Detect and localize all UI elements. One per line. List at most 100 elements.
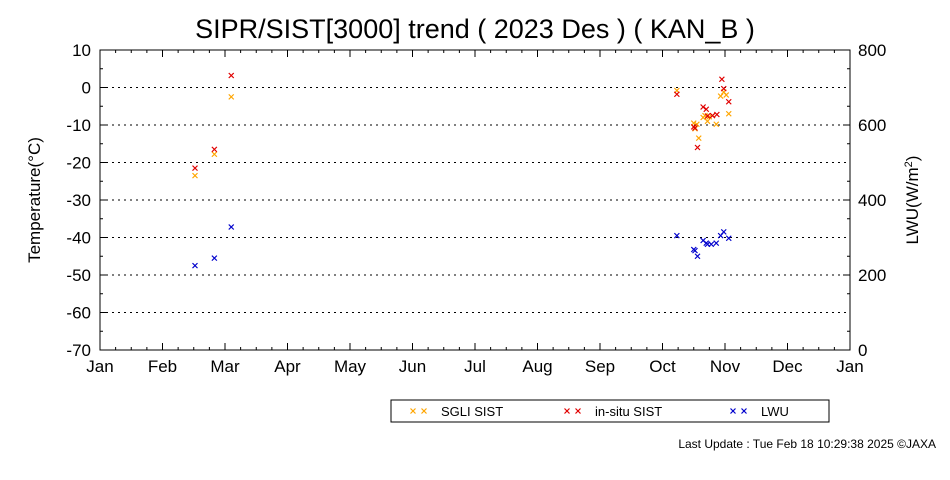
legend-marker — [421, 408, 427, 414]
y2-tick-label: 400 — [858, 191, 886, 210]
data-point — [720, 228, 727, 235]
legend-marker — [410, 408, 416, 414]
cross-stroke — [700, 104, 707, 110]
legend-label: SGLI SIST — [441, 404, 503, 419]
data-point — [192, 262, 198, 269]
data-point — [692, 247, 698, 254]
y2-tick-label: 0 — [858, 341, 867, 360]
cross-stroke — [192, 172, 198, 179]
cross-stroke — [228, 72, 235, 79]
y2-tick-label: 200 — [858, 266, 886, 285]
legend-marker — [741, 408, 747, 414]
y-tick-label: -70 — [66, 341, 91, 360]
data-point — [695, 135, 702, 142]
x-tick-label: Oct — [649, 357, 676, 376]
x-tick-label: Apr — [274, 357, 301, 376]
cross-stroke — [211, 146, 218, 153]
x-tick-label: Sep — [585, 357, 615, 376]
cross-stroke — [700, 237, 707, 244]
cross-stroke — [575, 408, 581, 414]
cross-stroke — [695, 135, 702, 142]
y2-axis-title-main: LWU(W/m — [903, 167, 922, 244]
cross-stroke — [694, 253, 701, 260]
last-update-footer: Last Update : Tue Feb 18 10:29:38 2025 ©… — [678, 437, 936, 451]
data-point — [228, 93, 235, 100]
cross-stroke — [720, 85, 727, 92]
data-point — [709, 112, 716, 119]
x-tick-label: Aug — [522, 357, 552, 376]
y-tick-label: -10 — [66, 116, 91, 135]
cross-stroke — [718, 76, 725, 83]
data-point — [704, 113, 711, 119]
data-point — [723, 92, 730, 98]
y-tick-label: 10 — [72, 41, 91, 60]
data-point — [692, 125, 698, 131]
data-point — [713, 121, 720, 128]
legend-box — [390, 399, 830, 423]
cross-stroke — [709, 112, 716, 119]
cross-stroke — [702, 112, 708, 119]
y2-axis-title-end: ) — [903, 156, 922, 162]
cross-stroke — [725, 98, 732, 105]
data-point — [725, 110, 732, 117]
data-point — [718, 76, 725, 83]
cross-stroke — [713, 121, 720, 128]
legend-marker — [730, 408, 736, 414]
cross-stroke — [673, 91, 680, 98]
data-point — [694, 253, 701, 260]
cross-stroke — [713, 111, 720, 118]
y2-tick-label: 600 — [858, 116, 886, 135]
data-point — [192, 165, 198, 172]
cross-stroke — [673, 232, 680, 239]
cross-stroke — [211, 151, 218, 158]
cross-stroke — [706, 113, 713, 120]
data-point — [720, 85, 727, 92]
legend-label: LWU — [761, 404, 789, 419]
cross-stroke — [704, 113, 711, 119]
cross-stroke — [703, 106, 710, 113]
cross-stroke — [410, 408, 416, 414]
x-tick-label: Jul — [464, 357, 486, 376]
cross-stroke — [692, 125, 698, 131]
data-point — [673, 91, 680, 98]
cross-stroke — [741, 408, 747, 414]
data-point — [700, 104, 707, 110]
x-tick-label: Jan — [836, 357, 863, 376]
y-tick-label: -40 — [66, 229, 91, 248]
legend: SGLI SIST in-situ SIST LWU — [390, 399, 830, 423]
data-point — [211, 146, 218, 153]
y-axis-title: Temperature(°C) — [25, 137, 44, 263]
cross-stroke — [723, 92, 730, 98]
data-point — [694, 144, 701, 151]
axis-ticks: 100-10-20-30-40-50-60-708006004002000Jan… — [66, 41, 886, 376]
chart-title: SIPR/SIST[3000] trend ( 2023 Des ) ( KAN… — [195, 14, 755, 44]
x-tick-label: Jan — [86, 357, 113, 376]
data-point — [725, 235, 732, 242]
cross-stroke — [704, 118, 711, 125]
cross-stroke — [725, 110, 732, 117]
data-point — [725, 98, 732, 105]
x-tick-label: Dec — [772, 357, 803, 376]
cross-stroke — [730, 408, 736, 414]
grid-lines — [100, 87, 850, 313]
cross-stroke — [725, 235, 732, 242]
data-points — [192, 72, 732, 269]
x-tick-label: Nov — [710, 357, 741, 376]
legend-label: in-situ SIST — [595, 404, 662, 419]
data-point — [228, 72, 235, 79]
data-point — [228, 224, 235, 230]
x-tick-label: Mar — [210, 357, 240, 376]
data-point — [717, 93, 724, 100]
cross-stroke — [211, 255, 218, 262]
cross-stroke — [228, 93, 235, 100]
y-tick-label: -60 — [66, 304, 91, 323]
y2-axis-title-sup: 2 — [903, 161, 915, 167]
data-point — [713, 111, 720, 118]
x-tick-label: Jun — [399, 357, 426, 376]
y2-axis-title: LWU(W/m2) — [903, 156, 922, 245]
cross-stroke — [564, 408, 570, 414]
legend-marker — [575, 408, 581, 414]
legend-marker — [564, 408, 570, 414]
y-tick-label: 0 — [82, 79, 91, 98]
cross-stroke — [708, 241, 715, 248]
